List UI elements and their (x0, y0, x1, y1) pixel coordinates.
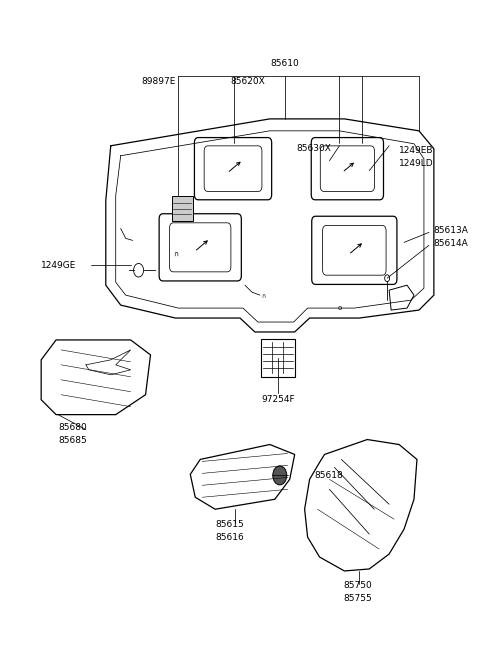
Text: 85620X: 85620X (230, 77, 265, 86)
Text: o: o (337, 305, 342, 311)
Text: 1249GE: 1249GE (41, 261, 76, 270)
FancyBboxPatch shape (323, 225, 386, 275)
Text: 1249LD: 1249LD (399, 159, 434, 168)
FancyBboxPatch shape (169, 223, 231, 272)
FancyBboxPatch shape (204, 146, 262, 191)
Text: 1249EB: 1249EB (399, 146, 433, 155)
FancyBboxPatch shape (172, 196, 193, 221)
Text: 85618: 85618 (314, 471, 343, 480)
Polygon shape (389, 285, 414, 310)
Text: 85630X: 85630X (297, 144, 332, 153)
Text: 85685: 85685 (59, 436, 87, 445)
Text: 85616: 85616 (216, 533, 244, 542)
FancyBboxPatch shape (320, 146, 374, 191)
FancyBboxPatch shape (159, 214, 241, 281)
Text: ∩: ∩ (173, 250, 178, 256)
FancyBboxPatch shape (311, 138, 384, 200)
Text: 85680: 85680 (59, 423, 87, 432)
FancyBboxPatch shape (194, 138, 272, 200)
Text: ∩: ∩ (261, 293, 265, 299)
Text: 85615: 85615 (216, 519, 244, 529)
Text: 85750: 85750 (343, 582, 372, 590)
Polygon shape (190, 445, 295, 509)
Text: 85613A: 85613A (434, 226, 469, 235)
Polygon shape (41, 340, 151, 415)
Text: 85755: 85755 (343, 594, 372, 603)
FancyBboxPatch shape (312, 216, 397, 284)
Circle shape (273, 466, 287, 485)
Text: 85614A: 85614A (434, 239, 468, 248)
Text: 97254F: 97254F (261, 395, 295, 404)
Text: 89897E: 89897E (141, 77, 176, 86)
Polygon shape (305, 440, 417, 571)
FancyBboxPatch shape (261, 339, 295, 377)
Text: 85610: 85610 (270, 59, 299, 67)
